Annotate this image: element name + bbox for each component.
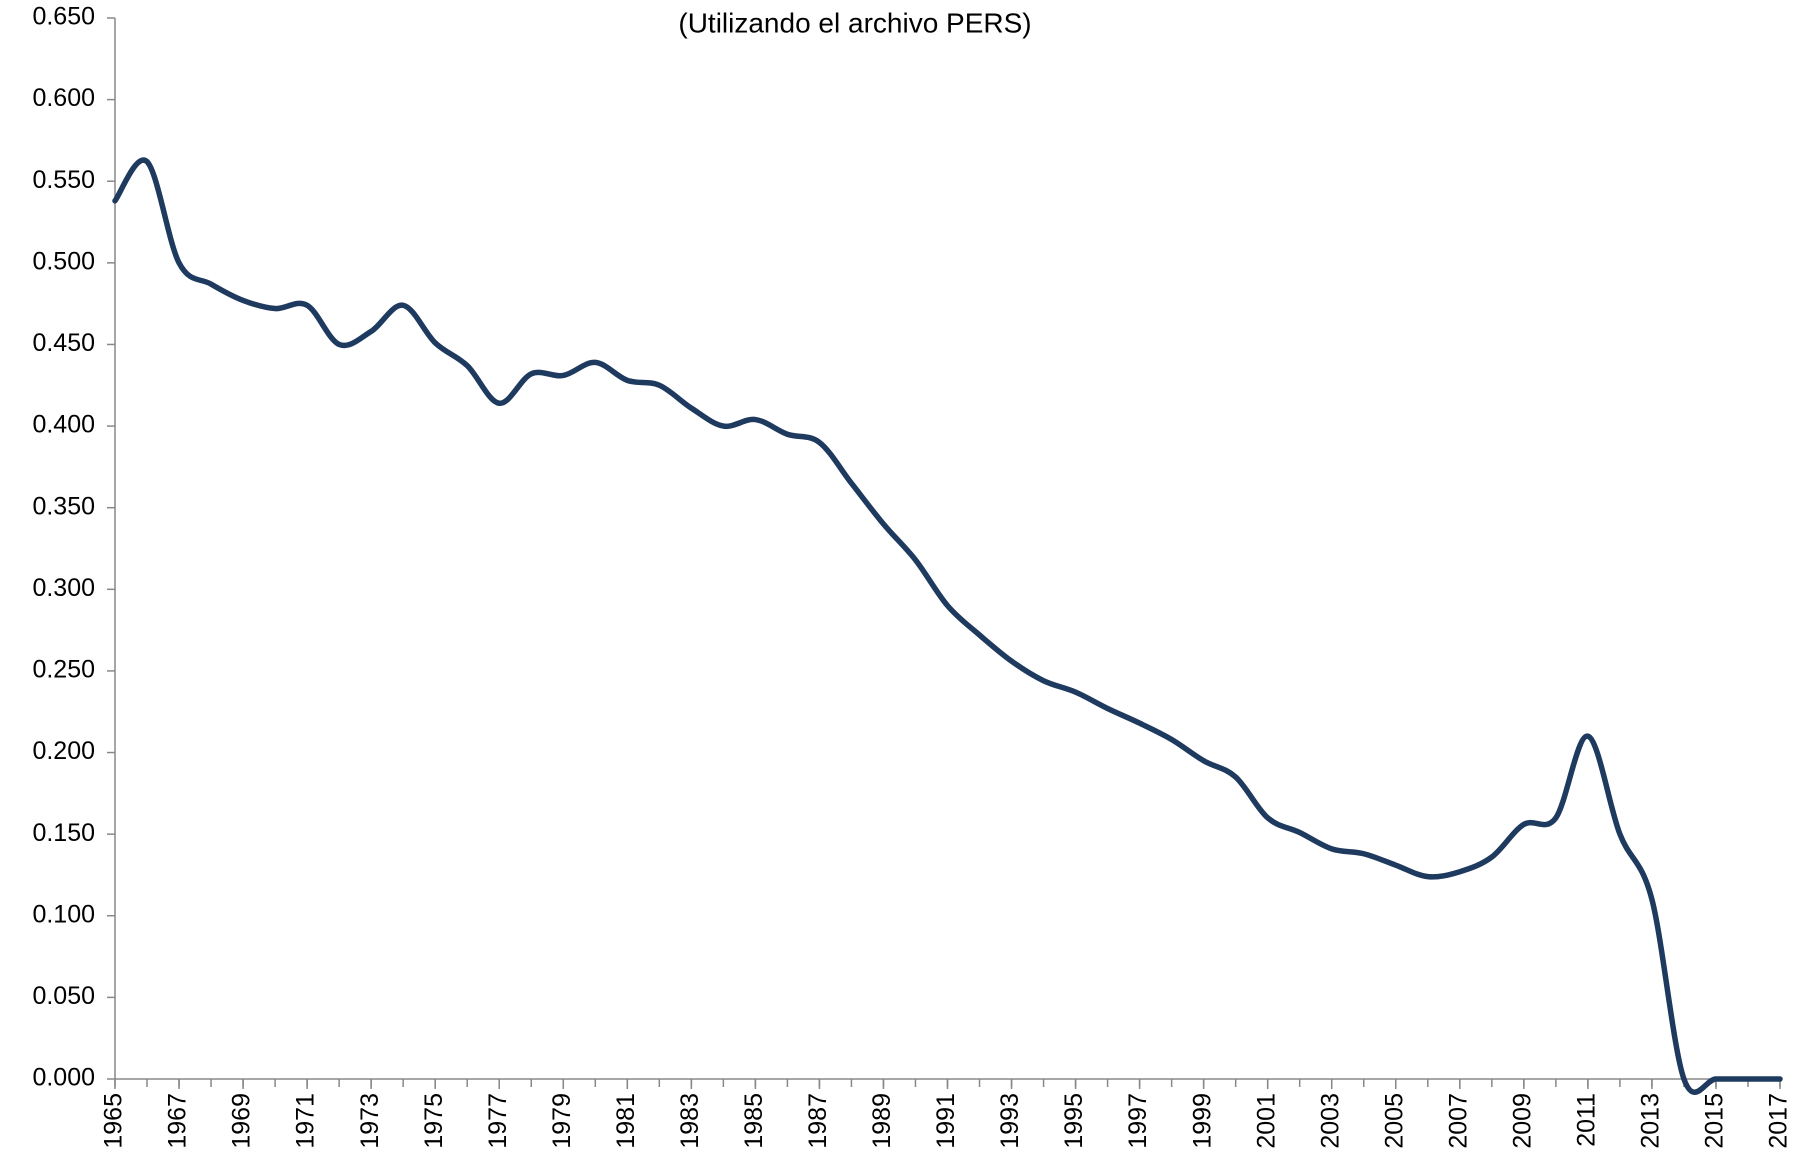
y-tick-label: 0.650 — [32, 3, 95, 31]
y-tick-label: 0.100 — [32, 900, 95, 928]
x-tick-label: 1997 — [1124, 1093, 1152, 1149]
y-tick-label: 0.400 — [32, 411, 95, 439]
x-tick-label: 1983 — [676, 1093, 704, 1149]
x-tick-label: 1977 — [484, 1093, 512, 1149]
data-line — [112, 157, 1783, 1095]
x-tick-label: 1969 — [228, 1093, 256, 1149]
y-tick-label: 0.450 — [32, 329, 95, 357]
x-tick-label: 1981 — [612, 1093, 640, 1149]
x-tick-label: 2017 — [1765, 1093, 1793, 1149]
x-tick-label: 1965 — [100, 1093, 128, 1149]
x-tick-label: 2009 — [1508, 1093, 1536, 1149]
x-tick-label: 1971 — [292, 1093, 320, 1149]
x-tick-label: 2003 — [1316, 1093, 1344, 1149]
x-tick-label: 1985 — [740, 1093, 768, 1149]
x-tick-label: 1989 — [868, 1093, 896, 1149]
y-tick-label: 0.150 — [32, 819, 95, 847]
y-tick-label: 0.000 — [32, 1064, 95, 1092]
x-tick-label: 2001 — [1252, 1093, 1280, 1149]
y-tick-label: 0.250 — [32, 656, 95, 684]
x-tick-label: 1967 — [164, 1093, 192, 1149]
x-tick-label: 2011 — [1572, 1093, 1600, 1147]
x-tick-label: 2007 — [1444, 1093, 1472, 1149]
y-tick-label: 0.600 — [32, 84, 95, 112]
x-tick-label: 1993 — [996, 1093, 1024, 1149]
x-tick-label: 1975 — [420, 1093, 448, 1149]
y-tick-label: 0.300 — [32, 574, 95, 602]
chart-title: (Utilizando el archivo PERS) — [678, 7, 1031, 38]
y-tick-label: 0.200 — [32, 737, 95, 765]
x-tick-label: 1973 — [356, 1093, 384, 1149]
x-tick-label: 1979 — [548, 1093, 576, 1149]
y-tick-label: 0.050 — [32, 982, 95, 1010]
x-tick-label: 1987 — [804, 1093, 832, 1149]
y-tick-label: 0.500 — [32, 247, 95, 275]
x-tick-label: 2005 — [1380, 1093, 1408, 1149]
x-tick-label: 1995 — [1060, 1093, 1088, 1149]
x-tick-label: 1999 — [1188, 1093, 1216, 1149]
y-tick-label: 0.550 — [32, 166, 95, 194]
x-tick-label: 2015 — [1701, 1093, 1729, 1149]
x-tick-label: 1991 — [932, 1093, 960, 1149]
x-tick-label: 2013 — [1637, 1093, 1665, 1149]
y-tick-label: 0.350 — [32, 492, 95, 520]
